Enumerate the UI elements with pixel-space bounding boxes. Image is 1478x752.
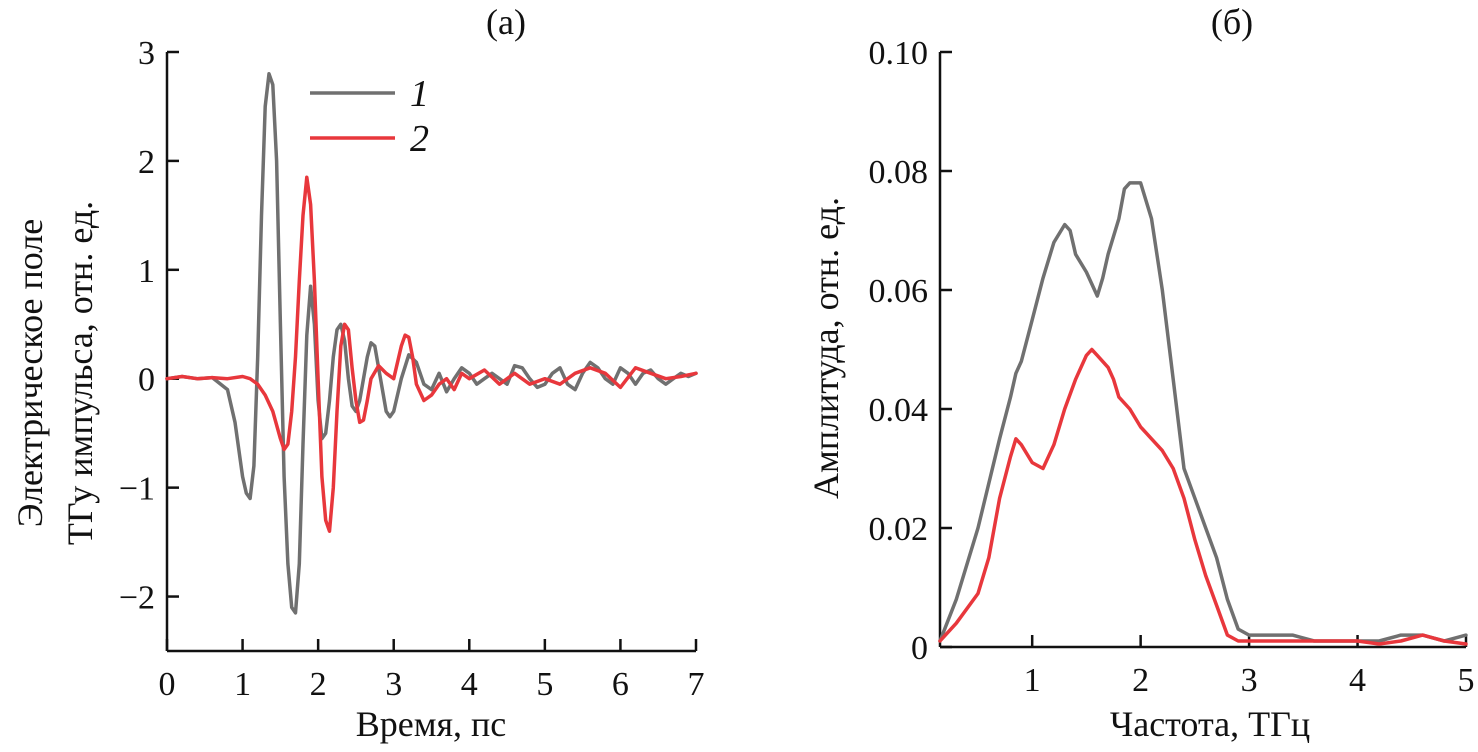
panel-b-xlabel: Частота, ТГц xyxy=(1110,704,1310,744)
x-tick-label: 3 xyxy=(385,666,402,703)
panel-b-label: (б) xyxy=(1211,2,1253,42)
x-tick-label: 4 xyxy=(461,666,478,703)
y-tick-label: 0.04 xyxy=(869,392,929,429)
y-tick-label: 0 xyxy=(138,362,155,399)
y-tick-label: 0.08 xyxy=(869,154,929,191)
series-line-2 xyxy=(165,175,698,533)
x-tick-label: 1 xyxy=(234,666,251,703)
series-line-2 xyxy=(938,347,1468,646)
y-tick-label: 2 xyxy=(138,144,155,181)
x-tick-label: 2 xyxy=(310,666,327,703)
x-tick-label: 1 xyxy=(1024,662,1041,699)
panel-a-ylabel-line1: Электрическое поле xyxy=(10,219,50,527)
y-tick-label: 0.10 xyxy=(869,35,929,72)
y-tick-label: 0.02 xyxy=(869,511,929,548)
y-tick-label: −1 xyxy=(119,471,155,508)
panel-a-xlabel: Время, пс xyxy=(356,704,507,744)
x-tick-label: 7 xyxy=(688,666,705,703)
panel-b-series xyxy=(938,181,1468,646)
series-line-1 xyxy=(165,72,698,615)
legend-text-series-1: 1 xyxy=(410,73,429,115)
chart-panel-b: (б) 1 2 3 4 5 0.10 0.08 0.06 0.04 0.02 0 Частота, … xyxy=(806,2,1475,744)
x-tick-label: 5 xyxy=(536,666,553,703)
y-tick-label: 3 xyxy=(138,35,155,72)
panel-a-ylabel-line2: ТГу импульса, отн. ед. xyxy=(60,201,100,545)
y-tick-label: 1 xyxy=(138,253,155,290)
y-tick-label: 0.06 xyxy=(869,273,929,310)
panel-a-legend: 1 2 xyxy=(310,73,429,160)
panel-b-axes: 1 2 3 4 5 0.10 0.08 0.06 0.04 0.02 0 xyxy=(869,35,1475,699)
panel-b-ylabel: Амплитуда, отн. ед. xyxy=(806,197,846,499)
legend-text-series-2: 2 xyxy=(410,118,429,160)
x-tick-label: 2 xyxy=(1132,662,1149,699)
panel-a-label: (а) xyxy=(486,2,526,42)
x-tick-label: 4 xyxy=(1349,662,1366,699)
x-tick-label: 6 xyxy=(612,666,629,703)
x-tick-label: 5 xyxy=(1458,662,1475,699)
x-tick-label: 0 xyxy=(159,666,176,703)
y-tick-label: −2 xyxy=(119,580,155,617)
x-tick-label: 3 xyxy=(1241,662,1258,699)
y-tick-label: 0 xyxy=(911,630,928,667)
panel-a-series xyxy=(165,72,698,615)
